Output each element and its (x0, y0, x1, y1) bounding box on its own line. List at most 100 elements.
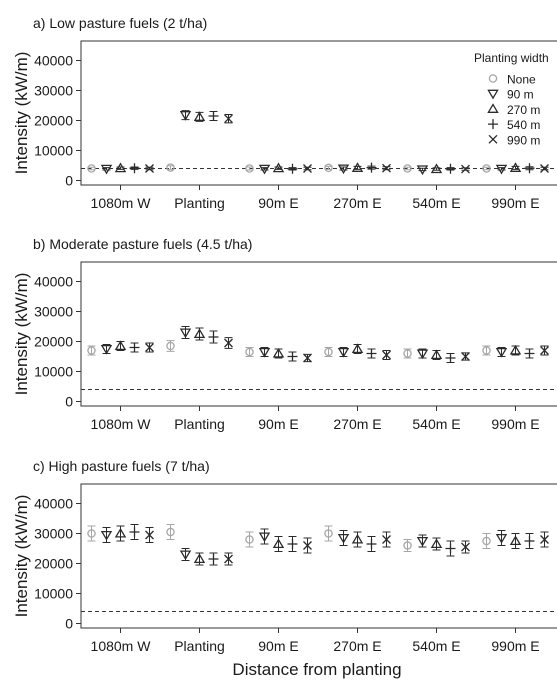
data-point (540, 346, 549, 355)
data-point (509, 162, 522, 172)
series-990-m (145, 527, 549, 566)
data-point (382, 163, 391, 173)
data-point (245, 164, 254, 173)
legend-marker (488, 119, 498, 130)
series-90-m (100, 326, 508, 360)
data-point (351, 343, 364, 354)
data-point (382, 350, 391, 360)
x-tick-label: 540m E (412, 416, 460, 432)
data-point (145, 164, 154, 173)
data-point (324, 163, 333, 173)
legend-label: 990 m (507, 133, 540, 147)
error-bar (353, 165, 362, 170)
chart-panel: a) Low pasture fuels (2 t/ha) 0 10000 20000… (12, 15, 557, 211)
panel-title: a) Low pasture fuels (2 t/ha) (33, 15, 207, 31)
data-point (114, 340, 127, 351)
x-tick-label: 990m E (491, 416, 539, 432)
legend-marker (487, 103, 499, 113)
panels: a) Low pasture fuels (2 t/ha) 0 10000 20000… (12, 15, 557, 654)
data-point (366, 162, 377, 173)
error-bar (87, 525, 96, 542)
data-point (366, 539, 377, 549)
data-point (445, 543, 456, 554)
data-point (245, 535, 254, 544)
y-tick-label: 10000 (34, 143, 73, 159)
legend-marker (488, 74, 498, 83)
x-tick-label: 1080m W (91, 638, 152, 654)
error-bar (482, 533, 491, 549)
data-point (303, 164, 312, 173)
y-tick-label: 0 (65, 394, 73, 410)
data-point (337, 164, 350, 175)
y-axis-label: Intensity (kW/m) (12, 273, 31, 396)
x-axis-label: Distance from planting (232, 660, 401, 679)
data-point (208, 554, 219, 564)
data-point (258, 532, 271, 543)
y-tick-label: 20000 (34, 113, 73, 129)
data-point (224, 338, 233, 348)
data-point (179, 111, 192, 121)
data-point (540, 164, 549, 173)
data-point (495, 164, 508, 175)
data-point (100, 530, 113, 541)
plot-frame (80, 261, 557, 407)
error-bar (339, 166, 348, 171)
x-tick-label: 540m E (412, 195, 460, 211)
data-point (461, 352, 470, 361)
x-tick-label: 990m E (491, 195, 539, 211)
y-axis-label: Intensity (kW/m) (12, 495, 31, 618)
data-point (382, 535, 391, 544)
series-990-m (145, 337, 549, 363)
data-point (100, 164, 113, 175)
data-point (461, 164, 470, 174)
data-point (272, 162, 285, 173)
data-point (403, 164, 412, 173)
data-point (324, 529, 333, 538)
data-point (482, 346, 491, 355)
data-point (114, 527, 127, 538)
data-point (193, 111, 206, 121)
series-270-m (114, 525, 522, 566)
y-tick-label: 10000 (34, 586, 73, 602)
data-point (166, 527, 175, 537)
data-point (430, 163, 443, 174)
legend-label: None (507, 73, 536, 87)
x-tick-label: Planting (174, 638, 225, 654)
chart-panel: c) High pasture fuels (7 t/ha) 0 10000 2000… (12, 458, 557, 654)
data-point (351, 162, 364, 172)
y-tick-label: 40000 (34, 53, 73, 69)
legend-label: 540 m (507, 118, 540, 132)
x-tick-label: 990m E (491, 638, 539, 654)
x-tick-label: 90m E (258, 416, 298, 432)
data-point (166, 163, 175, 172)
y-tick-label: 30000 (34, 526, 73, 542)
data-point (129, 342, 140, 353)
data-point (193, 328, 206, 339)
data-point (287, 351, 298, 362)
data-point (445, 163, 456, 174)
error-bar (87, 166, 96, 171)
y-tick-label: 20000 (34, 556, 73, 572)
series-none (87, 340, 491, 359)
error-bar (482, 166, 491, 171)
data-point (258, 347, 271, 358)
data-point (403, 541, 412, 550)
data-point (430, 349, 443, 360)
chart-panel: b) Moderate pasture fuels (4.5 t/ha) 0 100… (12, 236, 557, 432)
y-tick-label: 10000 (34, 364, 73, 380)
plot-frame (80, 483, 557, 629)
data-point (366, 348, 377, 359)
legend-title: Planting width (474, 51, 549, 65)
data-point (258, 164, 271, 175)
data-point (416, 349, 429, 360)
data-point (303, 541, 312, 550)
data-point (208, 111, 219, 121)
x-tick-label: Planting (174, 416, 225, 432)
y-axis-label: Intensity (kW/m) (12, 52, 31, 175)
x-tick-label: 90m E (258, 638, 298, 654)
legend-label: 270 m (507, 103, 540, 117)
y-tick-label: 40000 (34, 274, 73, 290)
series-270-m (114, 327, 522, 360)
